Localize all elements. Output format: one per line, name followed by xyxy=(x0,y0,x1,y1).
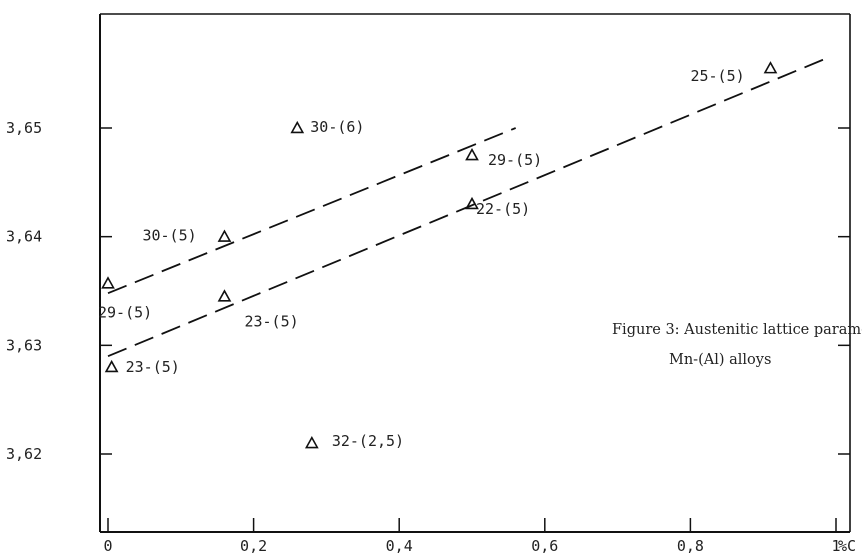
data-point-marker xyxy=(104,359,119,373)
point-labels: 25-(5) 30-(6) 29-(5) 22-(5) 30-(5) 29-(5) 23-(… xyxy=(98,67,745,450)
axis-ticks: 0 0,2 0,4 0,6 0,8 1%C 3,62 3,63 3,64 3,65 xyxy=(6,119,856,555)
figure-title: Figure 3: Austenitic lattice parameter xyxy=(612,322,862,338)
data-point-marker xyxy=(101,276,115,289)
x-tick-label: 0,4 xyxy=(386,537,413,555)
trend-lines xyxy=(107,56,830,358)
data-point-marker xyxy=(763,61,778,74)
data-point-marker xyxy=(465,196,479,210)
y-tick-label: 3,63 xyxy=(6,336,42,354)
data-point-label: 30-(6) xyxy=(310,118,364,136)
data-point-marker xyxy=(465,148,479,161)
data-point-marker xyxy=(217,229,232,242)
y-tick-label: 3,65 xyxy=(6,119,42,137)
data-point-label: 29-(5) xyxy=(98,303,152,321)
figure-subtitle: Mn-(Al) alloys xyxy=(669,352,771,368)
x-axis-label: %C xyxy=(838,537,856,555)
data-point-label: 25-(5) xyxy=(690,67,744,85)
data-point-label: 23-(5) xyxy=(126,358,180,376)
plot-frame xyxy=(99,13,851,533)
y-tick-label: 3,62 xyxy=(6,445,42,463)
data-point-label: 32-(2,5) xyxy=(332,432,404,450)
data-point-marker xyxy=(304,435,319,449)
x-tick-label: 0 xyxy=(103,537,112,555)
x-tick-label: 0,2 xyxy=(240,537,267,555)
data-point-label: 29-(5) xyxy=(488,151,542,169)
x-tick-label: 0,8 xyxy=(677,537,704,555)
x-tick-label: 1 xyxy=(831,537,840,555)
trend-line xyxy=(107,56,830,358)
data-point-marker xyxy=(217,289,232,302)
y-tick-label: 3,64 xyxy=(6,228,42,246)
data-point-label: 30-(5) xyxy=(142,227,196,245)
data-markers xyxy=(101,61,778,449)
data-point-marker xyxy=(290,120,305,134)
x-tick-label: 0,6 xyxy=(531,537,558,555)
data-point-label: 23-(5) xyxy=(244,312,298,330)
data-point-label: 22-(5) xyxy=(476,200,530,218)
trend-line xyxy=(107,127,517,295)
